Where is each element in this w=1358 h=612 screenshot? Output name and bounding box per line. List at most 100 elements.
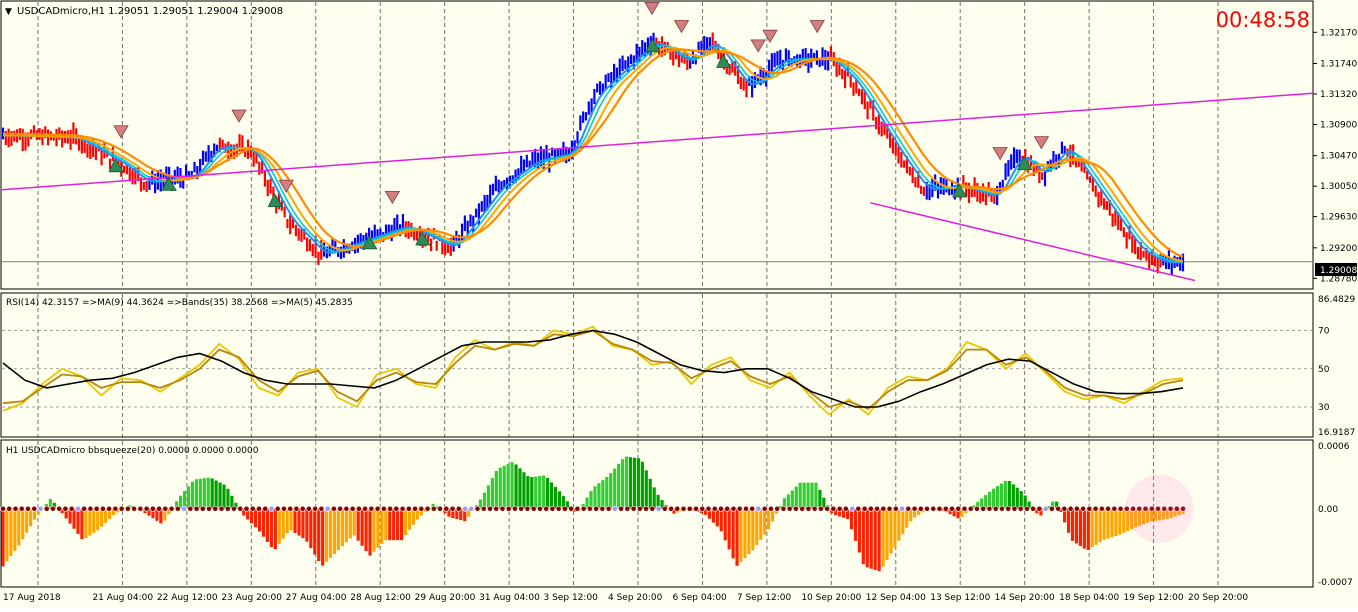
squeeze-dot [1024,505,1030,512]
rsi-tick-label: 70 [1318,327,1330,337]
squeeze-dot [318,505,325,512]
squeeze-dot [343,505,350,512]
squeeze-dot [618,505,624,512]
squeeze-dot [437,505,443,512]
squeeze-dot [1180,505,1186,512]
squeeze-dot [1086,505,1093,512]
squeeze-dot [480,505,487,512]
squeeze-dot [324,505,331,512]
squeeze-dot [674,505,681,512]
squeeze-dot [12,505,19,512]
squeeze-dot [424,505,431,512]
time-tick-label: 10 Sep 20:00 [801,593,861,603]
squeeze-dot [306,505,312,512]
squeeze-dot [880,505,887,512]
squeeze-dot [443,505,450,512]
squeeze-pane[interactable]: 0.0006 0.00 -0.0007 H1 USDCADmicro bbsquee… [0,439,1353,588]
squeeze-dot [0,505,6,512]
squeeze-dot [817,505,824,512]
squeeze-dot [611,505,618,512]
squeeze-dot [530,505,537,512]
squeeze-dot [493,505,500,512]
squeeze-dot [555,505,562,512]
squeeze-dot [711,505,718,512]
squeeze-dot [824,505,831,512]
time-tick-label: 14 Sep 20:00 [995,593,1055,603]
squeeze-dot [992,505,999,512]
squeeze-dot [836,505,843,512]
squeeze-dot [31,505,38,512]
squeeze-dot [393,505,400,512]
squeeze-dot [330,505,337,512]
buy-arrow-icon [716,53,732,68]
time-tick-label: 31 Aug 04:00 [479,593,540,603]
buy-arrow-icon [1017,155,1033,171]
sell-arrow-icon [384,190,401,205]
squeeze-dot [543,505,550,512]
squeeze-dot [537,505,543,512]
squeeze-dot [724,505,731,512]
squeeze-dot [349,505,356,512]
squeeze-dot [455,505,462,512]
squeeze-dot [50,505,56,512]
squeeze-dot [18,505,25,512]
squeeze-dot [849,505,856,512]
price-pane[interactable]: 1.32170 1.31740 1.31320 1.30900 1.30470 1.300… [0,0,1357,290]
squeeze-dot [980,505,987,512]
squeeze-dot [1048,505,1055,512]
rsi-pane[interactable]: 86.4829 70 50 30 16.9187 RSI(14) 42.3157 =>M… [0,292,1355,438]
squeeze-dot [518,505,525,512]
squeeze-dot [362,505,369,512]
squeeze-dot [911,505,918,512]
rsi-series-rsi-slow-ma [2,329,1184,408]
squeeze-dot [206,505,212,512]
squeeze-dot [599,505,606,512]
squeeze-dot [924,505,930,512]
squeeze-dot [793,505,799,512]
squeeze-dot [418,505,425,512]
time-tick-label: 7 Sep 12:00 [737,593,792,603]
price-tick-label: 1.30470 [1320,152,1357,162]
time-axis: 17 Aug 2018 21 Aug 04:00 22 Aug 12:00 23 Au… [3,593,1248,603]
time-tick-label: 18 Sep 04:00 [1059,593,1119,603]
time-tick-label: 4 Sep 20:00 [608,593,663,603]
current-price-tag [1315,263,1357,276]
squeeze-dot [468,505,475,512]
squeeze-dot [131,505,138,512]
squeeze-dot [736,505,743,512]
squeeze-dot [1042,505,1049,512]
squeeze-dot [224,505,231,512]
price-tick-label: 1.30900 [1320,120,1357,130]
time-tick-label: 22 Aug 12:00 [157,593,218,603]
squeeze-dot [1142,505,1149,512]
squeeze-dot [293,505,300,512]
squeeze-dot [842,505,849,512]
squeeze-dot [730,505,737,512]
buy-arrow-icon [645,37,661,53]
squeeze-dot [174,505,181,512]
time-tick-label: 19 Sep 12:00 [1124,593,1184,603]
squeeze-dot [380,505,387,512]
squeeze-dot [99,505,106,512]
ma-fast-line [2,42,1184,264]
price-scale: 1.32170 1.31740 1.31320 1.30900 1.30470 1.300… [1313,28,1357,284]
collapse-triangle-icon[interactable]: ▼ [5,7,12,17]
squeeze-dot [605,505,612,512]
squeeze-dot [774,505,781,512]
time-tick-label: 12 Sep 04:00 [866,593,926,603]
rsi-tick-label: 50 [1318,365,1330,375]
squeeze-dot [199,505,206,512]
squeeze-tick-label: 0.0006 [1318,442,1350,452]
squeeze-dot [181,505,187,512]
squeeze-dot [168,505,175,512]
squeeze-dot [549,505,556,512]
squeeze-dot [624,505,631,512]
squeeze-dot [974,505,980,512]
time-tick-label: 23 Aug 20:00 [221,593,282,603]
squeeze-dot [399,505,406,512]
squeeze-dot [1055,505,1062,512]
squeeze-dot [62,505,69,512]
squeeze-marks [0,456,1194,572]
